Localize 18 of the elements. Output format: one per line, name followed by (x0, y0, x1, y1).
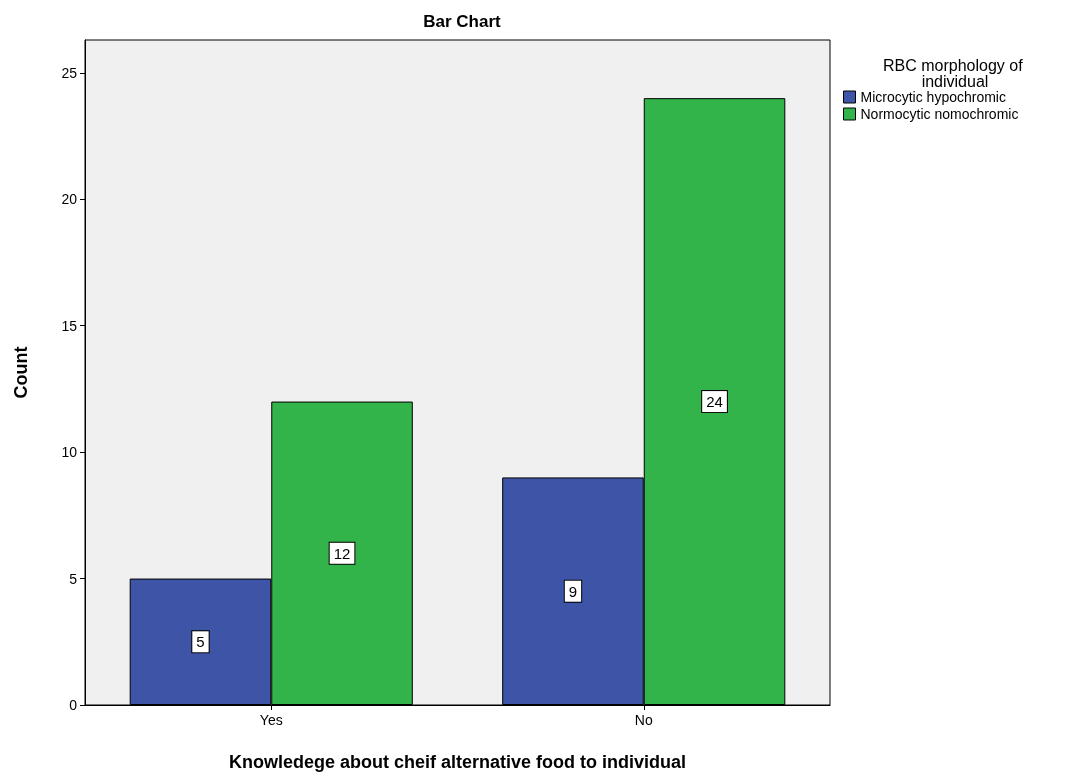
data-label: 12 (333, 544, 351, 562)
y-tick-label: 5 (69, 570, 78, 587)
data-label: 5 (196, 633, 205, 651)
data-label: 9 (568, 582, 578, 600)
y-tick-label: 15 (61, 317, 78, 334)
legend-label: Microcytic hypochromic (860, 89, 1006, 105)
legend-title: RBC morphology of individual (882, 56, 1028, 90)
y-tick-label: 0 (69, 697, 78, 713)
x-axis-title: Knowledege about cheif alternative food to individual (228, 752, 687, 772)
x-tick-label: No (634, 712, 653, 728)
legend-label: Normocytic nomochromic (860, 106, 1019, 122)
y-tick-label: 10 (61, 444, 78, 461)
y-tick-label: 20 (61, 191, 78, 208)
y-axis-title: Count (11, 346, 31, 399)
data-label: 24 (706, 393, 723, 411)
y-tick-label: 25 (61, 64, 78, 81)
x-tick-label: Yes (259, 712, 283, 728)
chart-title: Bar Chart (423, 12, 502, 31)
